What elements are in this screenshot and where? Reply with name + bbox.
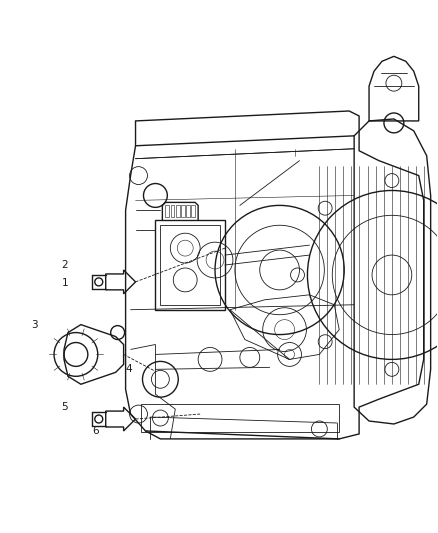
Bar [186,205,190,217]
Text: 2: 2 [62,260,68,270]
Bar [181,205,185,217]
Bar [160,225,220,305]
Text: 1: 1 [62,278,68,288]
Bar [191,205,195,217]
Bar [176,205,180,217]
Bar [155,220,225,310]
Bar [170,205,174,217]
Text: 3: 3 [31,320,38,329]
Text: 6: 6 [92,426,99,436]
Text: 4: 4 [125,365,132,374]
Bar [141,404,339,432]
Text: 5: 5 [62,402,68,412]
Bar [165,205,170,217]
